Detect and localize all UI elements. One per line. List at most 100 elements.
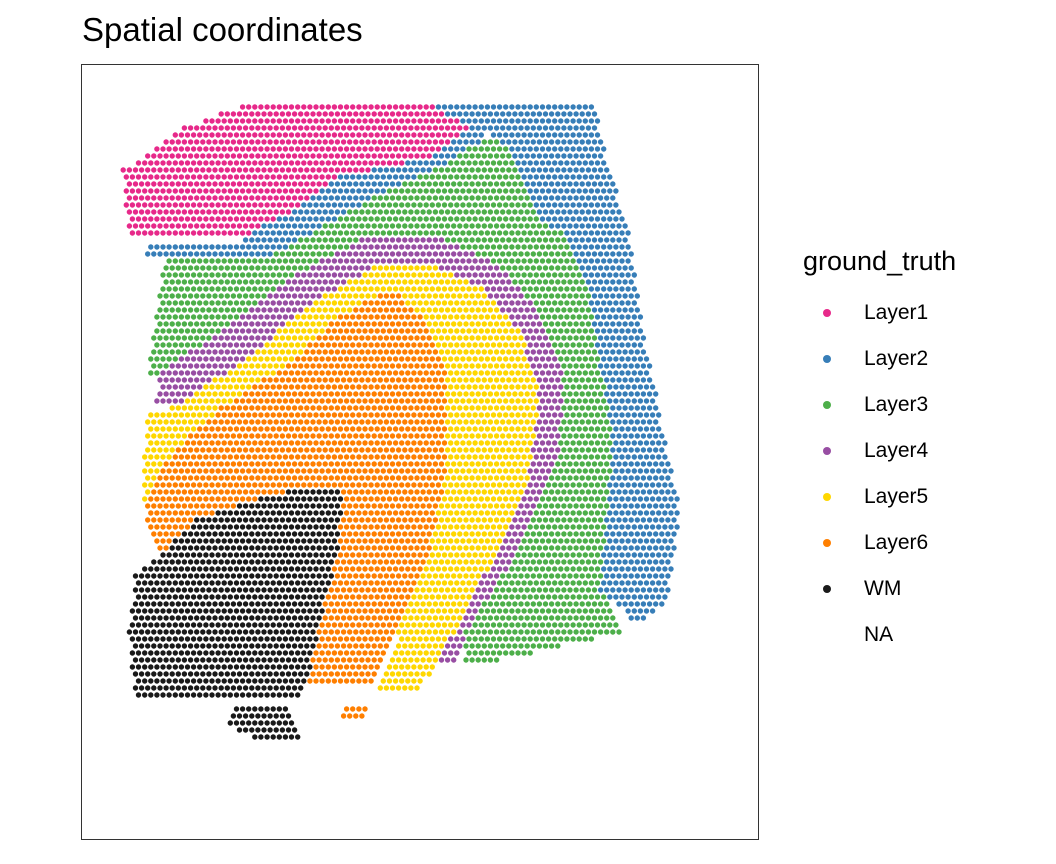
- spot-layer5: [441, 328, 448, 334]
- spot-layer6: [395, 503, 402, 509]
- spot-layer2: [448, 146, 454, 152]
- spot-layer6: [328, 335, 334, 341]
- spot-layer3: [187, 307, 194, 313]
- spot-layer5: [524, 405, 530, 411]
- spot-layer2: [631, 440, 637, 446]
- spot-layer6: [307, 468, 313, 474]
- spot-layer2: [616, 489, 622, 495]
- spot-layer6: [310, 405, 316, 411]
- spot-layer6: [368, 524, 374, 530]
- spot-layer3: [166, 314, 172, 320]
- spot-layer3: [567, 433, 573, 439]
- spot-layer1: [135, 202, 142, 208]
- spot-layer5: [506, 503, 512, 509]
- spot-layer6: [423, 454, 429, 460]
- spot-layer3: [493, 251, 500, 257]
- spot-layer3: [548, 307, 555, 313]
- spot-layer2: [282, 216, 289, 222]
- spot-layer6: [255, 461, 261, 467]
- spot-layer2: [295, 230, 301, 236]
- spot-wm: [209, 538, 215, 544]
- spot-layer5: [288, 356, 295, 362]
- spot-layer3: [399, 188, 405, 194]
- spot-layer5: [521, 356, 527, 362]
- spot-layer1: [298, 125, 304, 131]
- spot-layer2: [643, 370, 650, 376]
- spot-layer6: [395, 377, 402, 383]
- spot-layer6: [261, 419, 267, 425]
- spot-layer2: [545, 118, 552, 124]
- spot-layer6: [301, 468, 307, 474]
- spot-layer2: [637, 342, 644, 348]
- spot-layer6: [190, 440, 197, 446]
- spot-layer2: [625, 342, 631, 348]
- spot-layer5: [249, 377, 255, 383]
- spot-layer1: [239, 230, 246, 236]
- spot-layer3: [533, 244, 539, 250]
- spot-layer4: [533, 496, 539, 502]
- spot-layer3: [527, 272, 533, 278]
- spot-layer6: [399, 412, 405, 418]
- spot-layer2: [634, 349, 640, 355]
- spot-layer1: [383, 153, 390, 159]
- spot-layer2: [610, 335, 616, 341]
- spot-layer2: [552, 132, 558, 138]
- spot-layer3: [200, 293, 206, 299]
- spot-layer5: [194, 419, 200, 425]
- spot-layer1: [295, 132, 301, 138]
- spot-layer1: [377, 153, 383, 159]
- spot-layer2: [515, 132, 521, 138]
- spot-layer3: [601, 496, 607, 502]
- spot-layer1: [178, 188, 185, 194]
- spot-layer6: [362, 300, 368, 306]
- spot-layer2: [604, 377, 610, 383]
- spot-layer5: [343, 286, 350, 292]
- spot-layer3: [515, 244, 521, 250]
- spot-layer6: [371, 377, 377, 383]
- spot-wm: [172, 538, 178, 544]
- spot-layer2: [622, 531, 628, 537]
- spot-layer2: [236, 251, 243, 257]
- spot-layer5: [469, 489, 475, 495]
- spot-layer6: [374, 356, 380, 362]
- spot-layer4: [374, 244, 380, 250]
- spot-layer2: [160, 244, 166, 250]
- spot-layer6: [377, 391, 383, 397]
- spot-layer6: [325, 398, 331, 404]
- spot-layer6: [316, 391, 322, 397]
- spot-layer2: [610, 475, 616, 481]
- spot-layer5: [444, 531, 451, 537]
- spot-layer5: [460, 342, 466, 348]
- spot-layer5: [451, 503, 457, 509]
- spot-layer3: [585, 293, 592, 299]
- spot-layer5: [145, 433, 151, 439]
- spot-layer5: [496, 482, 503, 488]
- spot-layer1: [175, 195, 181, 201]
- spot-layer5: [481, 517, 487, 523]
- spot-wm: [316, 489, 322, 495]
- spot-layer6: [340, 447, 347, 453]
- spot-layer4: [527, 482, 533, 488]
- spot-layer1: [157, 167, 163, 173]
- spot-layer4: [276, 314, 282, 320]
- spot-layer3: [585, 405, 592, 411]
- spot-layer6: [429, 524, 435, 530]
- spot-layer6: [353, 447, 359, 453]
- spot-layer5: [466, 342, 472, 348]
- spot-layer2: [610, 293, 616, 299]
- spot-layer3: [258, 286, 264, 292]
- spot-layer5: [383, 265, 390, 271]
- spot-layer1: [264, 132, 270, 138]
- spot-layer6: [340, 335, 347, 341]
- spot-layer5: [503, 510, 509, 516]
- spot-layer6: [273, 405, 279, 411]
- spot-layer6: [319, 356, 325, 362]
- spot-layer1: [291, 111, 298, 117]
- spot-layer6: [285, 377, 292, 383]
- spot-layer3: [288, 272, 295, 278]
- spot-layer2: [233, 244, 240, 250]
- spot-layer6: [334, 349, 341, 355]
- spot-layer6: [249, 433, 255, 439]
- spot-layer6: [368, 314, 374, 320]
- spot-layer6: [377, 447, 383, 453]
